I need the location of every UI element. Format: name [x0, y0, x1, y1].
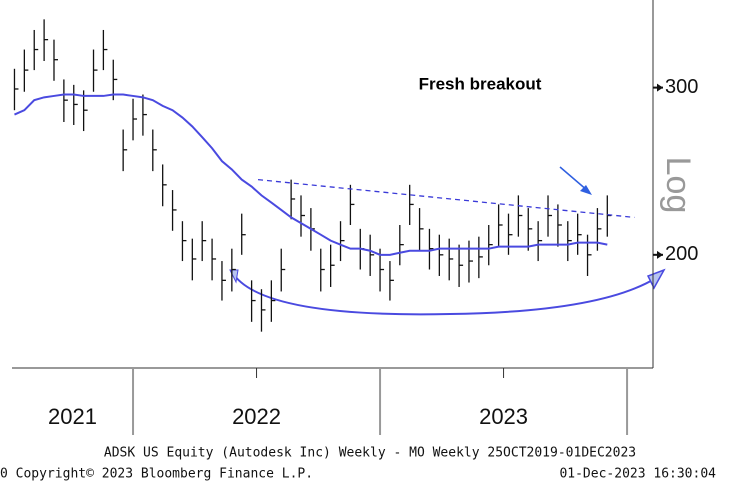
x-tick-label: 2021 [48, 404, 97, 429]
x-tick-label: 2022 [232, 404, 281, 429]
trendline [257, 178, 635, 219]
annotation: Fresh breakout [419, 74, 542, 93]
cup-arc [231, 271, 657, 316]
arrow-head [580, 185, 592, 195]
scale-label: Log [659, 157, 697, 214]
y-tick-arrow [657, 250, 663, 259]
cup-arrow-head [646, 268, 666, 290]
x-tick-label: 2023 [479, 404, 528, 429]
y-tick-label: 200 [665, 243, 698, 265]
y-tick-label: 300 [665, 76, 698, 98]
footer: 01-Dec-2023 16:30:04 [559, 467, 716, 482]
moving-average [14, 93, 608, 256]
y-tick-arrow [657, 83, 663, 92]
arrow [559, 166, 589, 192]
footer: ADSK US Equity (Autodesk Inc) Weekly - M… [104, 446, 636, 461]
footer: 0 Copyright© 2023 Bloomberg Finance L.P. [0, 467, 313, 482]
